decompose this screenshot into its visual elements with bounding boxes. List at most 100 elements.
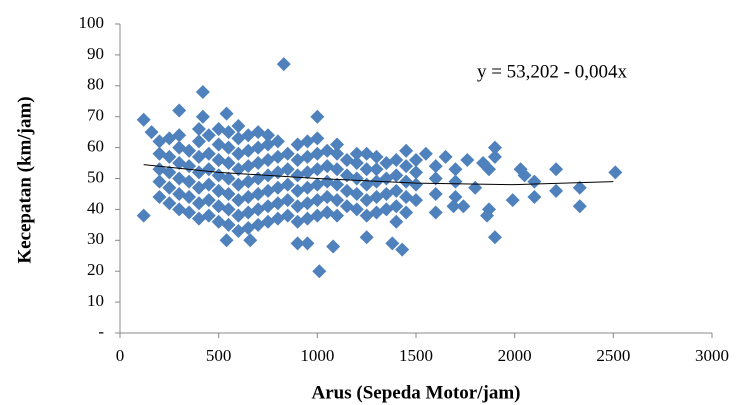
x-tick-label: 1500 [399, 346, 433, 365]
data-point [201, 162, 216, 177]
data-point [505, 193, 520, 208]
data-point [195, 84, 210, 99]
data-point [460, 152, 475, 167]
data-point [428, 159, 443, 174]
data-point [261, 199, 275, 214]
data-point [241, 159, 256, 174]
data-point [438, 149, 453, 164]
data-point [219, 106, 234, 121]
x-tick-label: 2000 [498, 346, 532, 365]
data-point [261, 128, 275, 143]
data-point [300, 180, 315, 195]
data-point [201, 208, 216, 223]
y-tick-label: 80 [87, 75, 104, 94]
data-point [339, 199, 354, 214]
data-point [162, 180, 177, 195]
data-point [399, 174, 414, 189]
data-point [385, 236, 400, 251]
data-point [290, 236, 305, 251]
data-point [448, 162, 463, 177]
data-point [312, 264, 327, 279]
data-point [280, 146, 295, 161]
data-point [549, 183, 564, 198]
data-point [320, 205, 335, 220]
data-point [201, 128, 216, 143]
data-point [136, 208, 151, 223]
data-point [201, 146, 216, 161]
data-point [428, 186, 443, 201]
y-tick-label: 20 [87, 260, 104, 279]
data-point [241, 174, 256, 189]
y-axis-label: Kecepatan (km/jam) [14, 96, 35, 263]
data-point [456, 199, 471, 214]
data-point [359, 230, 374, 245]
data-point [182, 143, 197, 158]
x-axis-label: Arus (Sepeda Motor/jam) [312, 382, 521, 403]
data-point [300, 149, 315, 164]
data-point [261, 152, 275, 167]
data-point [300, 211, 315, 226]
x-tick-label: 0 [116, 346, 125, 365]
data-point [201, 193, 216, 208]
data-point [517, 168, 532, 183]
data-point [182, 190, 197, 205]
data-point [379, 186, 394, 201]
data-point [527, 174, 542, 189]
data-point [379, 156, 394, 171]
data-point [339, 168, 354, 183]
data-point [191, 122, 206, 137]
data-point [409, 152, 423, 167]
data-point [136, 112, 151, 127]
data-point [487, 140, 502, 155]
data-point [221, 125, 236, 140]
data-point [409, 165, 423, 180]
data-point [359, 208, 374, 223]
data-point [182, 174, 197, 189]
data-point [152, 190, 167, 205]
y-tick-label: - [98, 322, 104, 341]
data-point [162, 149, 177, 164]
data-point [428, 171, 443, 186]
data-point [527, 190, 542, 205]
data-point [369, 162, 384, 177]
data-point [487, 149, 502, 164]
data-point [349, 146, 364, 161]
data-point [191, 134, 206, 149]
data-point [221, 217, 236, 232]
data-point [221, 202, 236, 217]
data-point [241, 128, 256, 143]
data-point [221, 186, 236, 201]
data-point [379, 202, 394, 217]
data-point [261, 214, 275, 229]
trend-line [143, 164, 614, 186]
data-point [320, 143, 335, 158]
data-point [219, 233, 234, 248]
data-point [201, 177, 216, 192]
y-tick-label: 70 [87, 106, 104, 125]
data-point [468, 180, 483, 195]
data-point [395, 242, 410, 257]
data-point [162, 131, 177, 146]
data-point [326, 239, 341, 254]
data-point [241, 143, 256, 158]
data-point [446, 199, 461, 214]
x-tick-label: 3000 [695, 346, 729, 365]
data-point [241, 220, 256, 235]
data-point [399, 205, 414, 220]
data-point [172, 103, 187, 118]
data-point [330, 137, 345, 152]
data-point [241, 190, 256, 205]
data-point [399, 143, 414, 158]
data-point [300, 134, 315, 149]
trend-equation: y = 53,202 - 0,004x [477, 61, 628, 82]
data-point [261, 183, 275, 198]
y-tick-label: 30 [87, 229, 104, 248]
data-point [359, 162, 374, 177]
data-point [162, 165, 177, 180]
data-point [448, 190, 463, 205]
data-point [418, 146, 433, 161]
data-point [339, 152, 354, 167]
data-point [320, 159, 335, 174]
data-point [280, 208, 295, 223]
